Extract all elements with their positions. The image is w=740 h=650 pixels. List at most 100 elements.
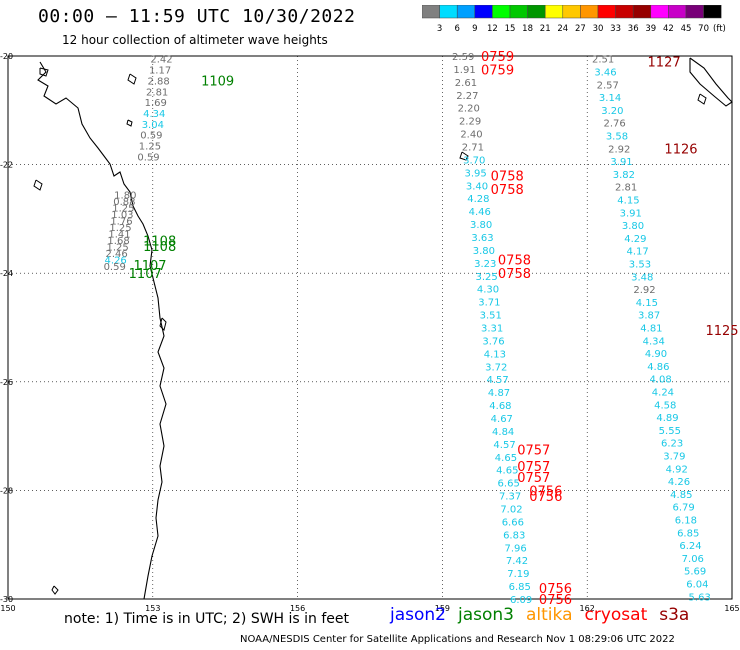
wave-height-value: 7.96 — [504, 543, 526, 554]
pass-time-label: 0758 — [498, 267, 531, 282]
colorbar-swatch — [456, 5, 476, 19]
wave-height-value: 4.28 — [467, 194, 489, 205]
wave-height-value: 5.63 — [689, 592, 711, 603]
wave-height-value: 4.68 — [489, 401, 511, 412]
wave-height-value: 2.20 — [458, 104, 480, 115]
map-frame — [7, 55, 733, 600]
colorbar-swatch — [562, 5, 581, 19]
wave-height-value: 4.81 — [640, 324, 662, 335]
map-title: 00:00 – 11:59 UTC 10/30/2022 — [38, 6, 356, 27]
colorbar-label: 24 — [557, 24, 568, 34]
wave-height-value: 3.48 — [631, 272, 653, 283]
wave-height-value: 2.81 — [146, 87, 168, 98]
longitude-tick-label: 162 — [580, 604, 595, 613]
wave-height-value: 3.82 — [613, 170, 635, 181]
wave-height-value: 6.66 — [502, 517, 524, 528]
pass-time-label: 1127 — [648, 55, 681, 70]
colorbar-swatch — [597, 5, 616, 19]
island-outline — [51, 585, 59, 595]
wave-height-value: 3.80 — [473, 246, 495, 257]
wave-height-value: 3.87 — [638, 311, 660, 322]
pass-time-label: 0756 — [529, 490, 562, 505]
wave-height-value: 6.18 — [675, 515, 697, 526]
wave-height-value: 6.09 — [510, 595, 532, 606]
colorbar-swatch — [527, 5, 546, 19]
wave-height-value: 2.40 — [460, 130, 482, 141]
wave-height-value: 1.25 — [139, 142, 161, 153]
wave-height-value: 4.89 — [656, 413, 678, 424]
wave-height-value: 1.91 — [453, 65, 475, 76]
wave-height-value: 4.65 — [495, 453, 517, 464]
colorbar-label: 30 — [593, 24, 604, 34]
pass-time-label: 0756 — [539, 593, 572, 608]
wave-height-value: 1.25 — [106, 243, 128, 254]
longitude-tick-label: 150 — [0, 604, 15, 613]
longitude-tick-label: 159 — [435, 604, 450, 613]
wave-height-value: 4.67 — [491, 414, 513, 425]
pass-time-label: 0756 — [529, 484, 562, 499]
wave-height-value: 4.15 — [617, 196, 639, 207]
colorbar-swatch — [509, 5, 528, 19]
satellite-legend-item-jason3: jason3 — [458, 605, 514, 625]
wave-height-value: 1.25 — [109, 223, 131, 234]
wave-height-colorbar: 3 6 9 12 15 18 21 24 27 30 33 36 39 42 45 70 (ft) — [422, 5, 726, 34]
colorbar-label: 12 — [487, 24, 498, 34]
pass-time-label: 1107 — [129, 267, 162, 282]
wave-height-value: 3.14 — [599, 93, 621, 104]
latitude-tick-label: -30 — [0, 595, 13, 604]
wave-height-value: 5.55 — [659, 426, 681, 437]
wave-height-value: 3.20 — [601, 106, 623, 117]
wave-height-value: 2.92 — [633, 285, 655, 296]
longitude-tick-label: 153 — [145, 604, 160, 613]
wave-height-value: 4.86 — [647, 362, 669, 373]
wave-height-value: 6.85 — [509, 582, 531, 593]
wave-height-value: 4.65 — [496, 466, 518, 477]
pass-time-label: 1108 — [143, 240, 176, 255]
island-outline — [127, 73, 137, 85]
colorbar-label: 21 — [540, 24, 551, 34]
wave-height-value: 3.58 — [606, 132, 628, 143]
wave-height-value: 4.29 — [624, 234, 646, 245]
island-outline — [39, 67, 49, 77]
wave-height-value: 3.25 — [475, 272, 497, 283]
wave-height-value: 4.17 — [627, 247, 649, 258]
wave-height-value: 4.15 — [636, 298, 658, 309]
wave-height-value: 3.70 — [463, 155, 485, 166]
wave-height-value: 3.91 — [620, 208, 642, 219]
longitude-tick-label: 156 — [290, 604, 305, 613]
wave-height-value: 2.61 — [455, 78, 477, 89]
wave-height-value: 7.37 — [499, 492, 521, 503]
wave-height-value: 4.58 — [654, 400, 676, 411]
wave-height-value: 6.24 — [679, 541, 701, 552]
wave-height-value: 2.57 — [597, 80, 619, 91]
wave-height-value: 4.85 — [670, 490, 692, 501]
colorbar-swatch — [474, 5, 493, 19]
wave-height-value: 3.63 — [471, 233, 493, 244]
wave-height-value: 3.80 — [470, 220, 492, 231]
wave-height-value: 1.03 — [111, 210, 133, 221]
wave-height-value: 6.04 — [686, 579, 708, 590]
wave-height-value: 3.53 — [629, 260, 651, 271]
longitude-tick-label: 165 — [724, 604, 739, 613]
pass-time-label: 0757 — [517, 460, 550, 475]
pass-time-label: 0756 — [539, 582, 572, 597]
wave-height-value: 2.42 — [150, 55, 172, 66]
wave-height-value: 0.59 — [137, 152, 159, 163]
wave-height-value: 0.59 — [104, 262, 126, 273]
wave-height-value: 3.79 — [663, 451, 685, 462]
wave-height-value: 4.90 — [645, 349, 667, 360]
wave-height-value: 2.29 — [459, 117, 481, 128]
colorbar-swatch — [615, 5, 634, 19]
new-caledonia-coastline — [689, 57, 733, 107]
wave-height-value: 3.46 — [594, 68, 616, 79]
wave-height-value: 4.34 — [143, 109, 165, 120]
colorbar-label: 27 — [575, 24, 586, 34]
wave-height-value: 7.19 — [507, 569, 529, 580]
wave-height-value: 4.87 — [488, 388, 510, 399]
wave-height-value: 2.71 — [462, 143, 484, 154]
colorbar-label: 70 — [698, 24, 709, 34]
wave-height-value: 7.42 — [506, 556, 528, 567]
pass-time-label: 0757 — [517, 471, 550, 486]
wave-height-value: 3.51 — [480, 311, 502, 322]
